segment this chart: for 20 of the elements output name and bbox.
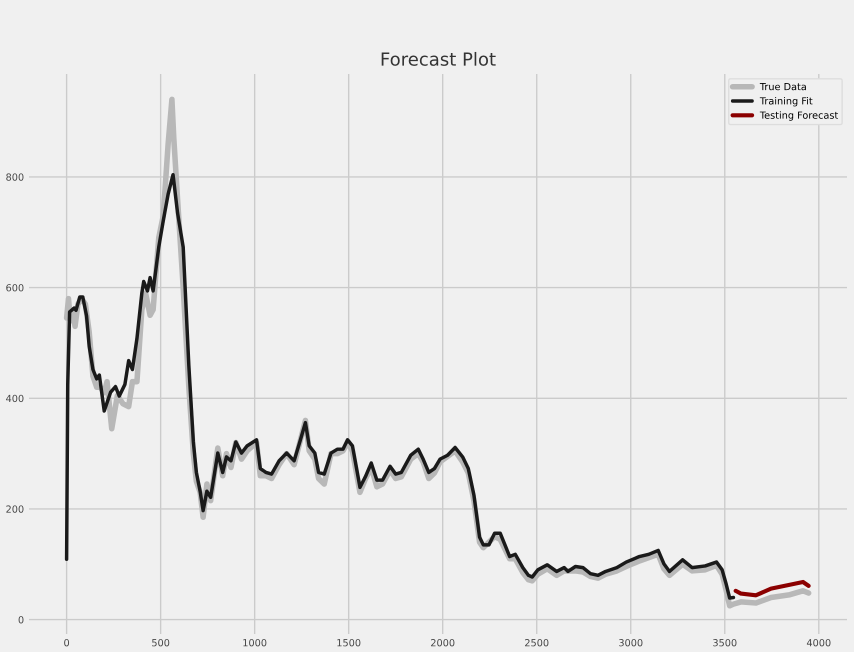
chart-title: Forecast Plot (382, 52, 496, 66)
x-tick-label: 2000 (431, 639, 454, 646)
x-tick-label: 3500 (713, 639, 736, 646)
legend-label: True Data (760, 83, 806, 90)
x-tick-label: 1000 (243, 639, 266, 646)
x-tick-label: 2500 (525, 639, 548, 646)
y-tick-label: 400 (6, 394, 24, 402)
y-tick-label: 0 (18, 616, 24, 624)
y-tick-label: 600 (6, 284, 24, 292)
x-tick-label: 0 (64, 639, 70, 646)
x-tick-label: 1500 (337, 639, 360, 646)
line-series (734, 580, 811, 598)
y-tick-label: 200 (6, 505, 24, 513)
x-tick-label: 3000 (619, 639, 642, 646)
y-tick-label: 800 (6, 173, 24, 181)
legend-label: Testing Forecast (760, 111, 838, 121)
legend-label: Training Fit (760, 97, 812, 106)
x-tick-label: 4000 (806, 639, 831, 646)
x-tick-label: 500 (152, 639, 170, 646)
line-series (64, 172, 736, 600)
